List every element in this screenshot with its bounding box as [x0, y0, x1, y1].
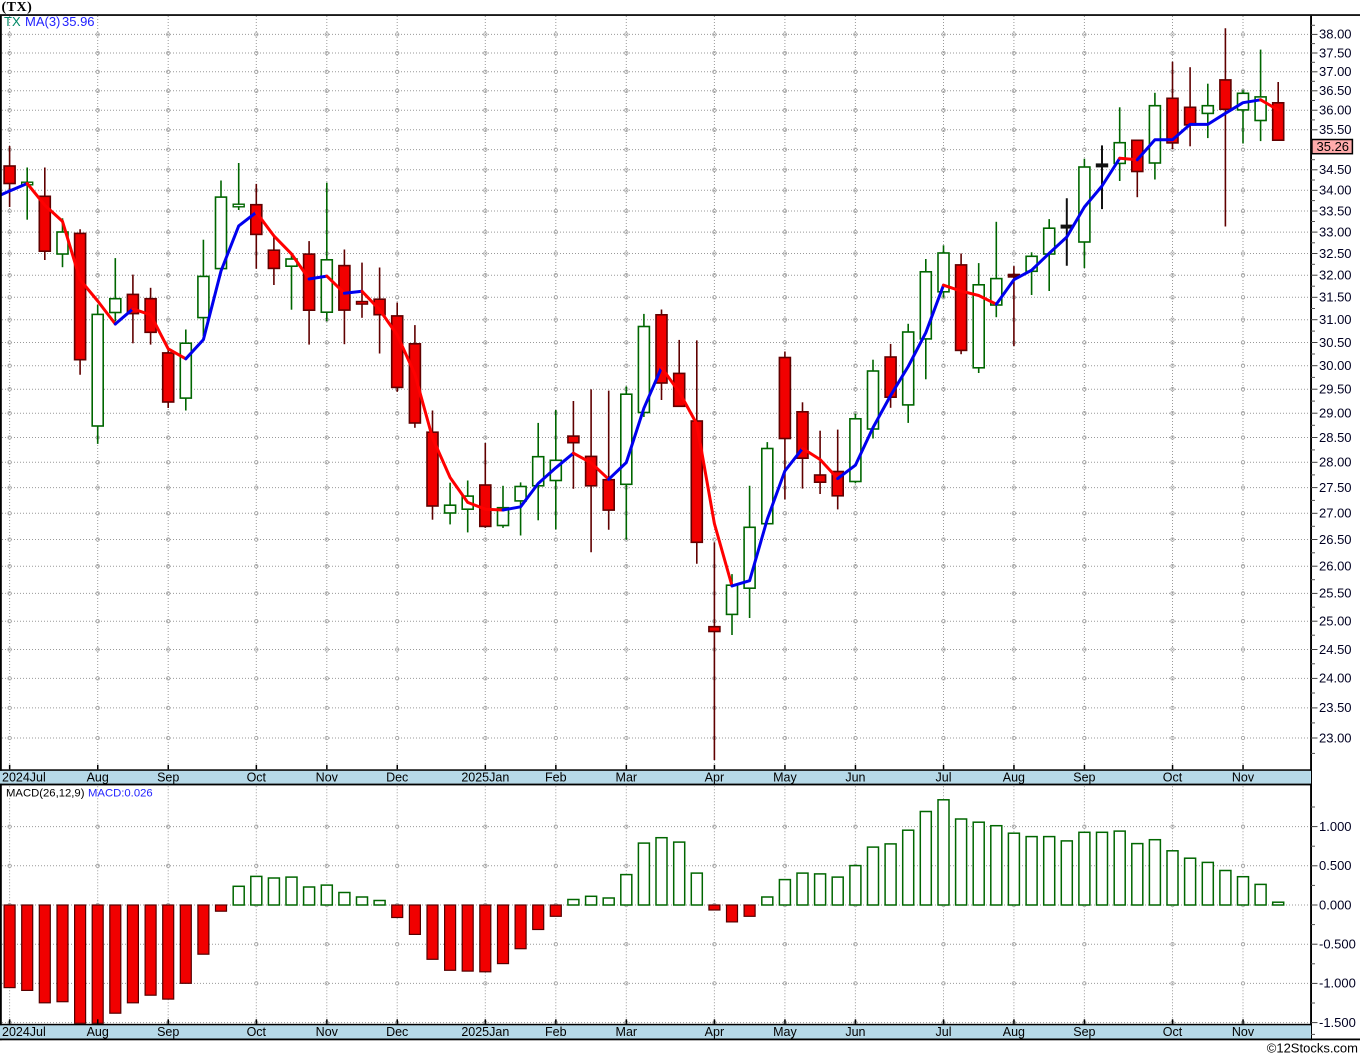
- svg-text:Nov: Nov: [1232, 1025, 1255, 1039]
- svg-text:24.00: 24.00: [1319, 671, 1352, 686]
- svg-text:Aug: Aug: [1003, 771, 1025, 785]
- svg-text:Sep: Sep: [157, 771, 179, 785]
- svg-text:Feb: Feb: [545, 1025, 567, 1039]
- svg-text:23.00: 23.00: [1319, 730, 1352, 745]
- svg-text:36.50: 36.50: [1319, 83, 1352, 98]
- svg-text:Sep: Sep: [1073, 771, 1095, 785]
- svg-text:38.00: 38.00: [1319, 27, 1352, 42]
- svg-text:Jun: Jun: [845, 771, 865, 785]
- svg-text:29.00: 29.00: [1319, 406, 1352, 421]
- svg-text:Nov: Nov: [1232, 771, 1255, 785]
- svg-text:-1.000: -1.000: [1319, 976, 1356, 991]
- svg-text:26.50: 26.50: [1319, 532, 1352, 547]
- svg-text:0.500: 0.500: [1319, 858, 1352, 873]
- svg-text:(TX): (TX): [2, 0, 33, 15]
- svg-text:May: May: [773, 771, 797, 785]
- svg-text:Aug: Aug: [87, 771, 109, 785]
- svg-text:35.26: 35.26: [1317, 139, 1350, 154]
- svg-text:37.50: 37.50: [1319, 45, 1352, 60]
- svg-text:Oct: Oct: [1163, 1025, 1183, 1039]
- svg-text:Mar: Mar: [616, 771, 638, 785]
- svg-text:Oct: Oct: [247, 1025, 267, 1039]
- svg-text:MACD(26,12,9): MACD(26,12,9): [6, 788, 85, 800]
- svg-text:26.00: 26.00: [1319, 559, 1352, 574]
- svg-text:28.50: 28.50: [1319, 430, 1352, 445]
- svg-text:Jun: Jun: [845, 1025, 865, 1039]
- svg-text:Aug: Aug: [1003, 1025, 1025, 1039]
- svg-text:24.50: 24.50: [1319, 642, 1352, 657]
- svg-text:29.50: 29.50: [1319, 382, 1352, 397]
- svg-text:Sep: Sep: [1073, 1025, 1095, 1039]
- svg-text:Nov: Nov: [316, 771, 339, 785]
- svg-text:35.96: 35.96: [62, 14, 95, 29]
- svg-text:0.000: 0.000: [1319, 897, 1352, 912]
- svg-text:Dec: Dec: [386, 1025, 408, 1039]
- svg-text:©12Stocks.com: ©12Stocks.com: [1267, 1041, 1358, 1056]
- svg-text:2025Jan: 2025Jan: [461, 1025, 509, 1039]
- svg-text:MA(3): MA(3): [25, 14, 60, 29]
- svg-text:May: May: [773, 1025, 797, 1039]
- svg-text:27.00: 27.00: [1319, 506, 1352, 521]
- svg-text:35.50: 35.50: [1319, 122, 1352, 137]
- svg-text:Oct: Oct: [1163, 771, 1183, 785]
- svg-text:34.50: 34.50: [1319, 162, 1352, 177]
- svg-text:TX: TX: [4, 14, 21, 29]
- svg-text:28.00: 28.00: [1319, 455, 1352, 470]
- svg-text:Jul: Jul: [936, 771, 952, 785]
- svg-text:Nov: Nov: [316, 1025, 339, 1039]
- svg-text:Dec: Dec: [386, 771, 408, 785]
- svg-text:-1.500: -1.500: [1319, 1015, 1356, 1030]
- svg-text:Sep: Sep: [157, 1025, 179, 1039]
- svg-text:33.50: 33.50: [1319, 203, 1352, 218]
- svg-text:27.50: 27.50: [1319, 480, 1352, 495]
- svg-text:2024Jul: 2024Jul: [2, 1025, 46, 1039]
- svg-text:Jul: Jul: [936, 1025, 952, 1039]
- svg-text:30.00: 30.00: [1319, 358, 1352, 373]
- svg-text:2025Jan: 2025Jan: [461, 771, 509, 785]
- svg-text:1.000: 1.000: [1319, 819, 1352, 834]
- svg-text:Feb: Feb: [545, 771, 567, 785]
- svg-text:MACD:0.026: MACD:0.026: [88, 788, 153, 800]
- svg-text:23.50: 23.50: [1319, 700, 1352, 715]
- svg-text:Apr: Apr: [705, 1025, 724, 1039]
- svg-text:25.50: 25.50: [1319, 586, 1352, 601]
- svg-text:2024Jul: 2024Jul: [2, 771, 46, 785]
- svg-text:33.00: 33.00: [1319, 224, 1352, 239]
- svg-text:31.50: 31.50: [1319, 290, 1352, 305]
- svg-text:Apr: Apr: [705, 771, 724, 785]
- svg-text:Oct: Oct: [247, 771, 267, 785]
- svg-text:31.00: 31.00: [1319, 312, 1352, 327]
- svg-text:36.00: 36.00: [1319, 103, 1352, 118]
- svg-text:32.00: 32.00: [1319, 268, 1352, 283]
- svg-text:-0.500: -0.500: [1319, 937, 1356, 952]
- svg-text:Mar: Mar: [616, 1025, 638, 1039]
- svg-text:30.50: 30.50: [1319, 335, 1352, 350]
- svg-text:34.00: 34.00: [1319, 183, 1352, 198]
- svg-text:25.00: 25.00: [1319, 614, 1352, 629]
- svg-text:37.00: 37.00: [1319, 64, 1352, 79]
- svg-text:Aug: Aug: [87, 1025, 109, 1039]
- svg-text:32.50: 32.50: [1319, 246, 1352, 261]
